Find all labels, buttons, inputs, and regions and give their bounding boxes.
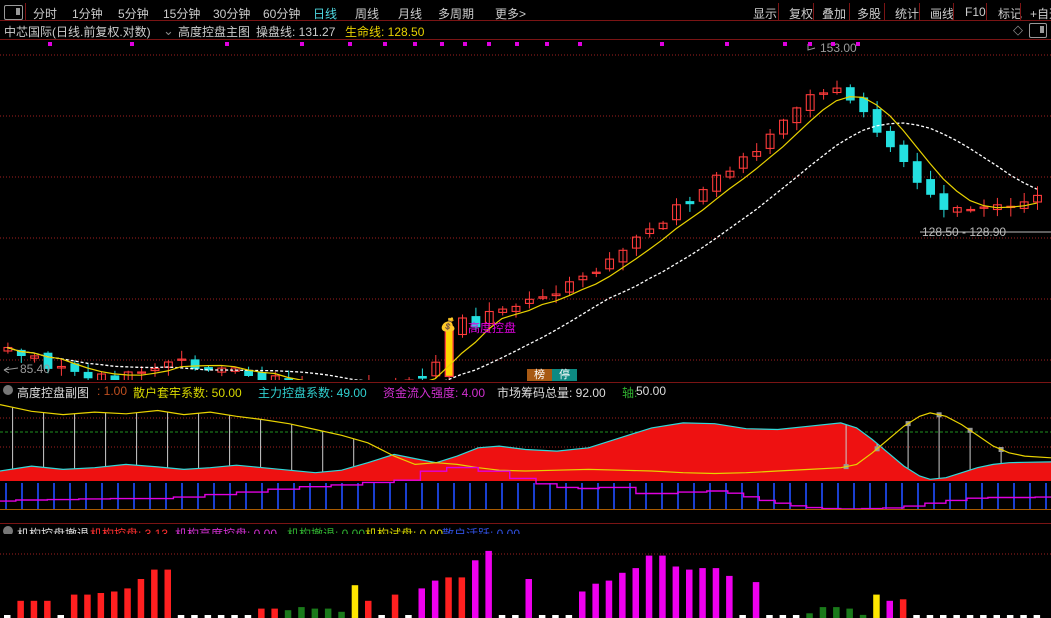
svg-text:153.00: 153.00 xyxy=(820,41,857,55)
svg-text:128.50 - 128.90: 128.50 - 128.90 xyxy=(922,225,1006,239)
svg-text:高度控盘: 高度控盘 xyxy=(468,320,516,335)
svg-text:85.40: 85.40 xyxy=(20,362,50,376)
